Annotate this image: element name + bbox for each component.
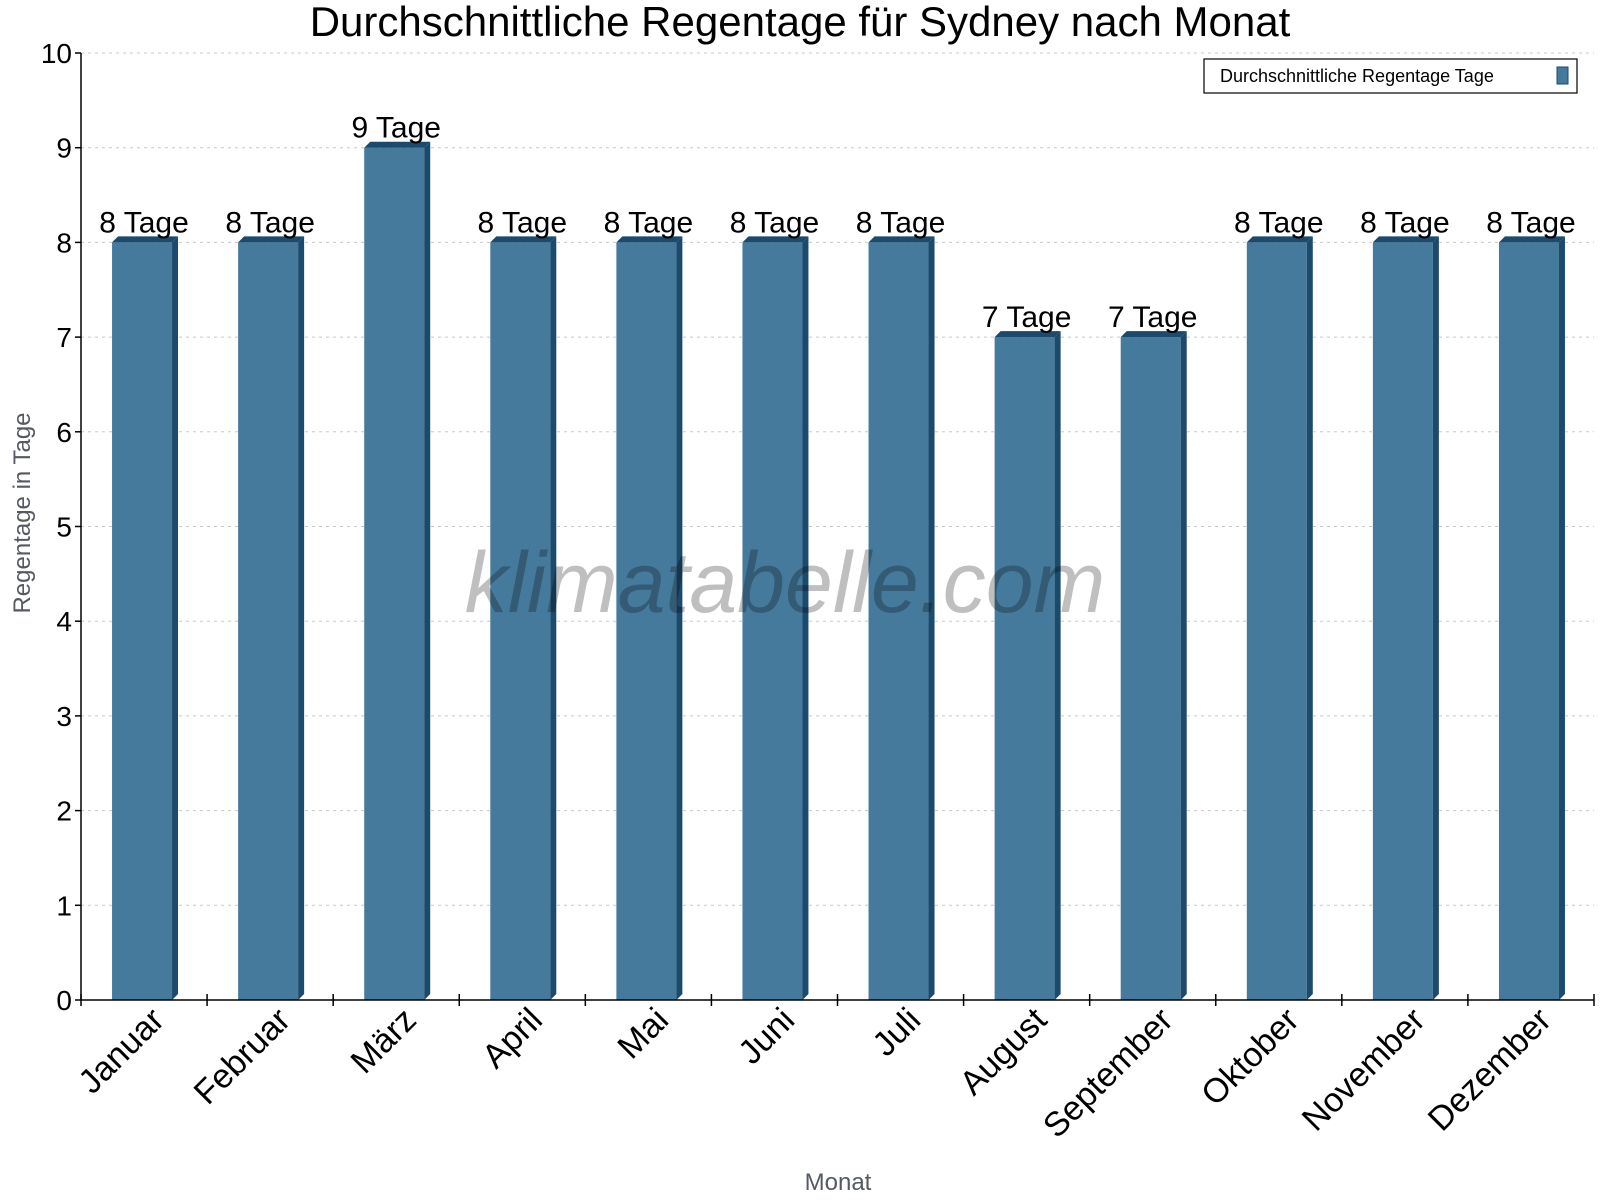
bar-top <box>1498 236 1565 243</box>
bar-side <box>1054 331 1061 1001</box>
y-tick-label: 10 <box>41 38 72 69</box>
bar-top <box>616 236 683 243</box>
bar-top <box>1372 236 1439 243</box>
bar-mai <box>616 236 683 1000</box>
bar-value-labels: 8 Tage 8 Tage 9 Tage 8 Tage 8 Tage 8 Tage 8 Ta… <box>99 112 1575 334</box>
bar-side <box>172 236 179 1000</box>
bar-side <box>928 236 935 1000</box>
bar-front <box>490 242 551 1000</box>
bar-front <box>1120 337 1181 1001</box>
bar-side <box>424 141 431 1000</box>
y-tick-label: 7 <box>56 322 72 353</box>
bar-value-label: 7 Tage <box>982 301 1072 334</box>
bar-juli <box>868 236 935 1000</box>
x-axis-title: Monat <box>805 1169 872 1196</box>
x-category-label: Oktober <box>1194 1001 1306 1113</box>
bar-value-label: 8 Tage <box>1234 206 1324 239</box>
bar-märz <box>364 141 431 1000</box>
bar-side <box>1558 236 1565 1000</box>
bars <box>112 141 1565 1001</box>
x-category-label: Mai <box>610 1001 676 1067</box>
bar-juni <box>742 236 809 1000</box>
x-category-label: April <box>475 1001 550 1076</box>
y-tick-label: 5 <box>56 512 72 543</box>
bar-top <box>112 236 179 243</box>
x-category-label: Juni <box>731 1001 802 1072</box>
bar-side <box>1180 331 1187 1001</box>
axes: 0 1 2 3 4 5 6 7 8 9 10 <box>41 38 1595 1016</box>
x-category-label: September <box>1036 1001 1180 1145</box>
legend: Durchschnittliche Regentage Tage <box>1203 58 1578 94</box>
y-tick-label: 6 <box>56 417 72 448</box>
x-category-label: Juli <box>865 1001 928 1064</box>
bar-value-label: 8 Tage <box>1360 206 1450 239</box>
bar-front <box>364 147 425 1000</box>
bar-august <box>994 331 1061 1001</box>
bar-side <box>676 236 683 1000</box>
y-tick-label: 2 <box>56 796 72 827</box>
chart-title: Durchschnittliche Regentage für Sydney n… <box>310 0 1291 45</box>
y-tick-label: 9 <box>56 133 72 164</box>
bar-front <box>994 337 1055 1001</box>
bar-side <box>550 236 557 1000</box>
y-tick-label: 0 <box>56 985 72 1016</box>
bar-top <box>238 236 305 243</box>
bar-april <box>490 236 557 1000</box>
watermark-text: klimatabelle.com <box>465 535 1105 631</box>
legend-swatch <box>1556 66 1569 85</box>
y-tick-label: 1 <box>56 890 72 921</box>
y-tick-label: 8 <box>56 227 72 258</box>
x-axis-category-labels: Januar Februar März April Mai Juni Juli AugustS… <box>71 1000 1558 1145</box>
x-category-label: Februar <box>187 1001 298 1112</box>
gridlines <box>81 52 1594 906</box>
legend-label: Durchschnittliche Regentage Tage <box>1220 66 1494 86</box>
x-category-label: März <box>344 1001 424 1081</box>
bar-front <box>868 242 929 1000</box>
bar-januar <box>112 236 179 1000</box>
bar-value-label: 8 Tage <box>99 206 189 239</box>
bar-front <box>1372 242 1433 1000</box>
bar-top <box>742 236 809 243</box>
bar-value-label: 8 Tage <box>225 206 315 239</box>
bar-front <box>112 242 173 1000</box>
bar-front <box>742 242 803 1000</box>
bar-value-label: 8 Tage <box>604 206 694 239</box>
y-axis-title: Regentage in Tage <box>9 412 36 613</box>
bar-front <box>1498 242 1559 1000</box>
bar-dezember <box>1498 236 1565 1000</box>
bar-top <box>1120 331 1187 338</box>
bar-september <box>1120 331 1187 1001</box>
bar-top <box>490 236 557 243</box>
bar-value-label: 7 Tage <box>1108 301 1198 334</box>
bar-front <box>1246 242 1307 1000</box>
bar-side <box>1306 236 1313 1000</box>
bar-front <box>238 242 299 1000</box>
y-tick-label: 4 <box>56 606 72 637</box>
bar-value-label: 8 Tage <box>856 206 946 239</box>
x-category-label: Dezember <box>1421 1001 1559 1139</box>
bar-value-label: 8 Tage <box>1486 206 1576 239</box>
legend-box <box>1203 58 1578 94</box>
bar-side <box>1432 236 1439 1000</box>
bar-value-label: 8 Tage <box>730 206 820 239</box>
x-category-label: Januar <box>71 1001 171 1101</box>
bar-front <box>616 242 677 1000</box>
x-category-label: November <box>1295 1001 1433 1139</box>
y-tick-label: 3 <box>56 701 72 732</box>
bar-februar <box>238 236 305 1000</box>
bar-value-label: 9 Tage <box>351 112 441 145</box>
bar-side <box>802 236 809 1000</box>
bar-value-label: 8 Tage <box>478 206 568 239</box>
bar-top <box>1246 236 1313 243</box>
bar-top <box>364 141 431 148</box>
bar-side <box>298 236 305 1000</box>
watermark: klimatabelle.com <box>465 535 1105 631</box>
bar-oktober <box>1246 236 1313 1000</box>
bar-november <box>1372 236 1439 1000</box>
x-category-label: August <box>953 1000 1055 1102</box>
bar-top <box>868 236 935 243</box>
bar-top <box>994 331 1061 338</box>
